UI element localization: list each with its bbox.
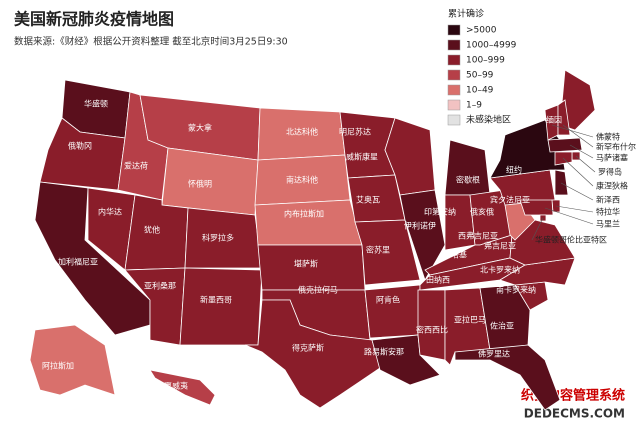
state-label: 明尼苏达 [339, 127, 371, 137]
state-label: 特拉华 [596, 207, 620, 217]
map-subtitle: 数据来源:《财经》根据公开资料整理 截至北京时间3月25日9:30 [14, 36, 288, 48]
legend-label: 1000–4999 [466, 41, 517, 51]
state-label: 纽约 [506, 165, 522, 175]
leader-line [560, 182, 594, 201]
legend-swatch [447, 99, 461, 111]
state [364, 284, 421, 339]
state-label: 华盛顿 [84, 99, 108, 109]
state-label: 西弗吉尼亚 [458, 231, 498, 241]
state [149, 369, 216, 406]
state-label: 俄亥俄 [470, 207, 494, 217]
state-label: 堪萨斯 [294, 259, 318, 269]
legend-label: 100–999 [466, 56, 505, 66]
leader-line [544, 207, 594, 225]
map-title: 美国新冠肺炎疫情地图 [14, 10, 174, 29]
legend-label: 50–99 [466, 71, 494, 81]
leader-line [562, 124, 594, 148]
state-label: 新泽西 [596, 195, 620, 205]
leader-line [569, 144, 594, 159]
state-label: 密西西比 [416, 325, 448, 335]
legend-swatch [447, 114, 461, 126]
state-label: 爱达荷 [124, 161, 148, 171]
state-label: 内布拉斯加 [284, 209, 324, 219]
state [34, 181, 151, 336]
state-label: 蒙大拿 [188, 123, 212, 133]
state [354, 219, 421, 286]
state [519, 199, 554, 216]
legend-swatch [447, 24, 461, 36]
state-label: 犹他 [144, 225, 160, 235]
state [454, 344, 561, 411]
legend-swatch [447, 39, 461, 51]
leader-line [531, 217, 544, 241]
watermark: DEDECMS.COM [524, 407, 625, 421]
state-label: 印第安纳 [424, 207, 456, 217]
state-label: 亚拉巴马 [454, 315, 486, 325]
state-label: 康涅狄格 [596, 181, 628, 191]
state-label: 华盛顿哥伦比亚特区 [535, 235, 607, 245]
legend-label: 10–49 [466, 86, 494, 96]
state-label: 南卡罗来纳 [496, 285, 536, 295]
state-label: 阿拉斯加 [42, 361, 74, 371]
leader-line [551, 124, 594, 138]
state-label: 南达科他 [286, 175, 318, 185]
state-label: 威斯康星 [346, 152, 378, 162]
leader-line [575, 155, 596, 173]
state-label: 内华达 [98, 207, 122, 217]
state-label: 佐治亚 [490, 321, 514, 331]
state-label: 怀俄明 [188, 179, 212, 189]
state-label: 路易斯安那 [364, 347, 404, 357]
state-label: 马萨诸塞 [596, 153, 628, 163]
state-label: 阿肯色 [376, 295, 400, 305]
state [479, 284, 531, 351]
state-label: 艾奥瓦 [356, 195, 380, 205]
state-label: 加利福尼亚 [58, 257, 98, 267]
legend-label: >5000 [466, 26, 497, 36]
legend-swatch [447, 84, 461, 96]
state-label: 夏威夷 [164, 381, 188, 391]
state [244, 299, 381, 409]
state-label: 科罗拉多 [202, 233, 234, 243]
state-label: 密苏里 [366, 245, 390, 255]
leader-line [562, 157, 594, 187]
state [417, 289, 446, 361]
state [547, 137, 583, 153]
state-label: 佛罗里达 [478, 349, 510, 359]
state [124, 267, 186, 346]
state-label: 马里兰 [596, 219, 620, 229]
state-label: 亚利桑那 [144, 281, 176, 291]
state-label: 弗吉尼亚 [484, 241, 516, 251]
state [254, 199, 363, 246]
leader-line [555, 205, 594, 213]
legend-swatch [447, 69, 461, 81]
state-label: 缅因 [546, 115, 562, 125]
state-label: 得克萨斯 [292, 343, 324, 353]
legend-title: 累计确诊 [448, 8, 484, 20]
state [29, 324, 116, 396]
state-label: 伊利诺伊 [404, 221, 436, 231]
state-label: 北卡罗来纳 [480, 265, 520, 275]
state [179, 267, 263, 346]
state-label: 北达科他 [286, 127, 318, 137]
legend-label: 1–9 [466, 101, 482, 111]
state-label: 罗得岛 [598, 167, 622, 177]
state-label: 肯塔基 [443, 250, 467, 260]
state-label: 宾夕法尼亚 [490, 195, 530, 205]
legend-label: 未感染地区 [466, 114, 511, 126]
state-label: 新墨西哥 [200, 295, 232, 305]
state [557, 99, 571, 136]
state-label: 佛蒙特 [596, 132, 620, 142]
state-label: 新罕布什尔 [596, 142, 636, 152]
state-label: 田纳西 [426, 275, 450, 285]
state-label: 密歇根 [456, 175, 480, 185]
state [554, 169, 569, 196]
state [399, 189, 446, 281]
legend-swatch [447, 54, 461, 66]
state [444, 139, 491, 196]
state-label: 俄勒冈 [68, 141, 92, 151]
state-label: 俄克拉何马 [298, 285, 338, 295]
